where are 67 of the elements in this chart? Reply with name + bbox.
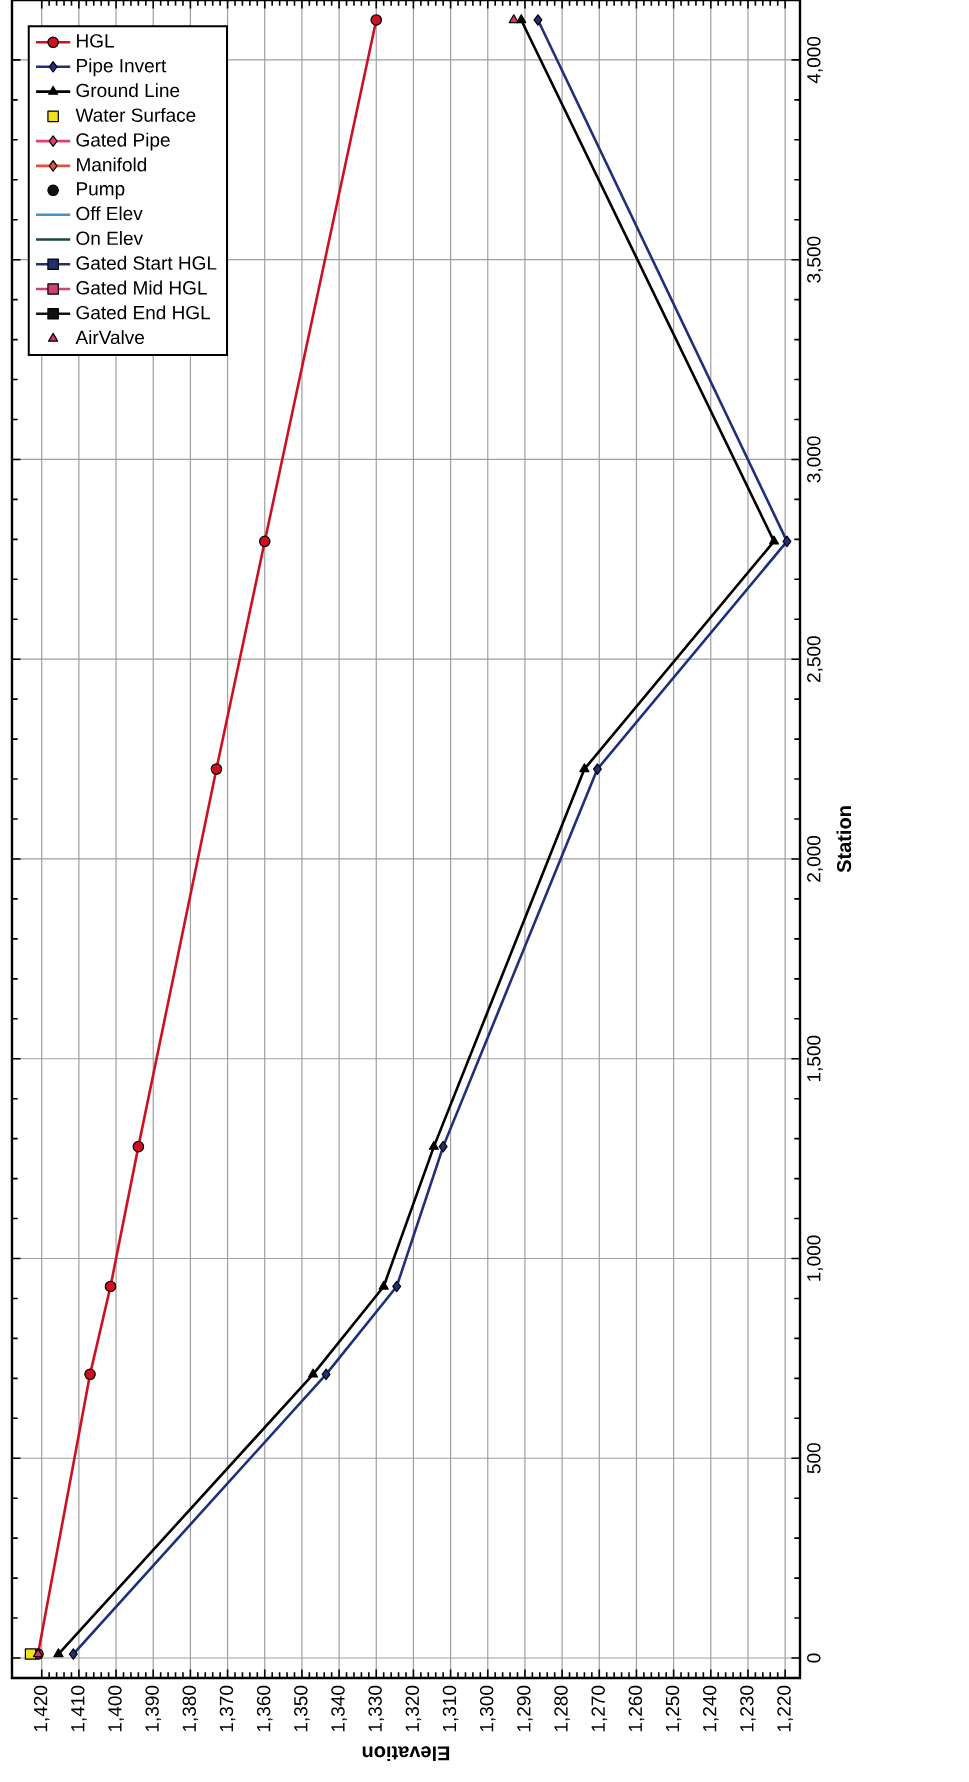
legend-label: Gated Start HGL bbox=[76, 255, 217, 270]
legend-label: Water Surface bbox=[75, 107, 196, 122]
x-tick-label: 1,380 bbox=[182, 1685, 199, 1732]
legend-label: HGL bbox=[77, 34, 114, 48]
y-tick-label: 500 bbox=[807, 1443, 821, 1474]
point bbox=[592, 763, 602, 775]
x-tick-label: 1,260 bbox=[628, 1685, 645, 1732]
point bbox=[321, 1368, 331, 1381]
point bbox=[84, 1368, 96, 1381]
x-tick-label: 1,340 bbox=[331, 1685, 347, 1732]
point bbox=[210, 763, 223, 775]
legend-label: Manifold bbox=[77, 157, 147, 172]
x-tick-label: 1,400 bbox=[108, 1685, 124, 1732]
point bbox=[24, 1648, 37, 1660]
y-tick-label: 3,000 bbox=[807, 436, 823, 483]
legend-label: AirValve bbox=[75, 330, 144, 345]
legend-label: Pump bbox=[77, 182, 125, 200]
y-tick-label: 2,500 bbox=[807, 636, 823, 683]
y-tick-label: 4,000 bbox=[807, 36, 823, 84]
y-tick-label: 1,000 bbox=[807, 1235, 823, 1281]
point bbox=[392, 1280, 402, 1293]
y-tick-label: 2,000 bbox=[807, 835, 823, 882]
x-tick-label: 1,290 bbox=[517, 1685, 533, 1732]
legend-label: Gated End HGL bbox=[76, 305, 211, 320]
x-tick-label: 1,280 bbox=[554, 1685, 570, 1732]
point bbox=[533, 14, 543, 26]
x-tick-label: 1,330 bbox=[368, 1685, 385, 1732]
point bbox=[782, 535, 792, 548]
legend-label: Gated Mid HGL bbox=[76, 280, 207, 295]
point bbox=[579, 763, 590, 773]
x-tick-label: 1,300 bbox=[479, 1685, 496, 1732]
x-tick-label: 1,350 bbox=[294, 1685, 310, 1732]
point bbox=[516, 14, 527, 24]
legend-label: On Elev bbox=[76, 231, 143, 246]
point bbox=[68, 1648, 78, 1660]
point bbox=[428, 1140, 439, 1150]
x-axis-title: Elevation bbox=[362, 1746, 450, 1762]
point bbox=[307, 1368, 319, 1378]
y-tick-label: 3,500 bbox=[807, 236, 823, 283]
point bbox=[508, 14, 519, 24]
point bbox=[258, 535, 271, 548]
point bbox=[53, 1648, 64, 1658]
x-tick-label: 1,240 bbox=[702, 1685, 719, 1732]
x-tick-label: 1,390 bbox=[145, 1685, 162, 1732]
x-tick-label: 1,220 bbox=[777, 1685, 793, 1732]
x-tick-label: 1,420 bbox=[33, 1685, 50, 1732]
x-tick-label: 1,310 bbox=[442, 1685, 459, 1732]
legend-label: Gated Pipe bbox=[76, 132, 170, 151]
point bbox=[438, 1140, 448, 1153]
legend-label: Ground Line bbox=[76, 83, 180, 98]
point bbox=[104, 1280, 117, 1293]
x-tick-label: 1,410 bbox=[71, 1685, 87, 1732]
legend-label: Off Elev bbox=[76, 206, 143, 221]
y-tick-label: 0 bbox=[807, 1653, 821, 1663]
x-tick-label: 1,230 bbox=[740, 1685, 756, 1732]
point bbox=[768, 535, 780, 545]
point bbox=[132, 1140, 145, 1153]
x-tick-label: 1,270 bbox=[591, 1685, 608, 1732]
x-tick-label: 1,250 bbox=[665, 1685, 682, 1732]
x-tick-label: 1,360 bbox=[256, 1685, 273, 1732]
x-tick-label: 1,370 bbox=[219, 1685, 236, 1732]
point bbox=[378, 1280, 389, 1290]
y-tick-label: 1,500 bbox=[807, 1035, 823, 1082]
legend-label: Pipe Invert bbox=[77, 58, 167, 77]
y-axis-title: Station bbox=[836, 806, 852, 873]
x-tick-label: 1,320 bbox=[405, 1685, 422, 1732]
point bbox=[370, 14, 383, 26]
